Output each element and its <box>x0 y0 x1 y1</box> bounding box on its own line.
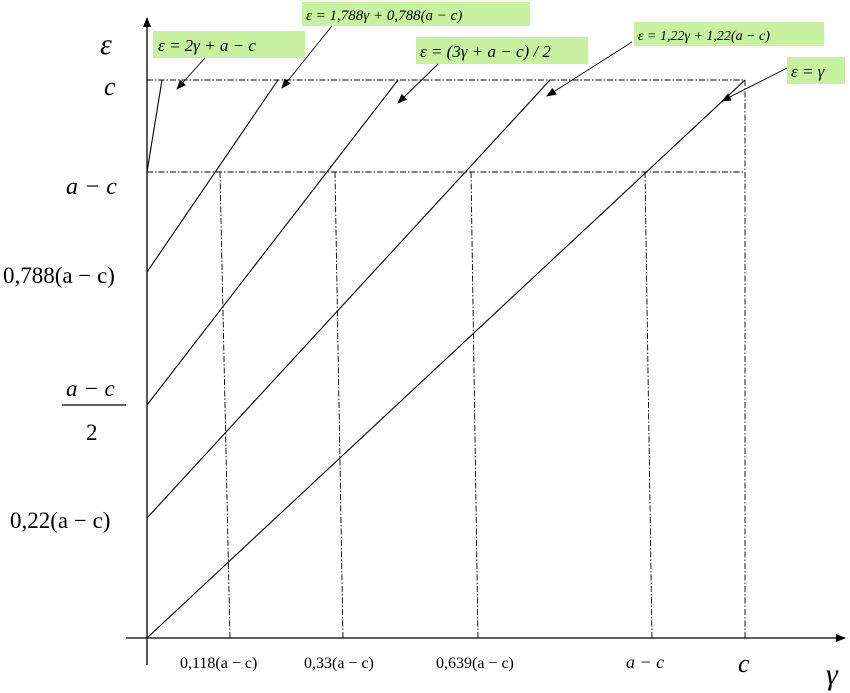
equation-label-eq4: ε = 1,22γ + 1,22(a − c) <box>634 22 824 46</box>
ref-vline-a-minus-c <box>645 172 652 638</box>
x-tick-0118: 0,118(a − c) <box>180 655 257 672</box>
pointer-eq5 <box>722 68 787 101</box>
y-tick-half: a − c 2 <box>62 376 126 445</box>
x-tick-c: c <box>738 649 750 678</box>
equation-label-eq5: ε = γ <box>787 57 845 84</box>
line-eq5 <box>147 80 745 638</box>
equation-text-eq1: ε = 2γ + a − c <box>158 36 256 55</box>
equation-text-eq2: ε = 1,788γ + 0,788(a − c) <box>306 8 462 24</box>
y-tick-half-denominator: 2 <box>86 420 98 445</box>
equation-label-eq2: ε = 1,788γ + 0,788(a − c) <box>302 2 530 26</box>
line-eq2 <box>147 80 278 272</box>
equation-label-eq3: ε = (3γ + a − c) / 2 <box>416 37 588 64</box>
pointer-eq1 <box>177 58 205 89</box>
line-eq4 <box>147 80 550 518</box>
x-tick-0639: 0,639(a − c) <box>436 655 514 672</box>
y-tick-022: 0,22(a − c) <box>10 508 110 533</box>
ref-vline-033 <box>335 172 343 638</box>
line-eq3 <box>147 80 398 405</box>
pointer-eq3 <box>398 64 438 103</box>
y-tick-0788: 0,788(a − c) <box>3 263 115 288</box>
equation-text-eq3: ε = (3γ + a − c) / 2 <box>420 42 551 61</box>
y-axis-label: ε <box>100 28 112 61</box>
x-tick-033: 0,33(a − c) <box>304 655 374 672</box>
x-tick-a-minus-c: a − c <box>626 652 664 672</box>
y-tick-half-numerator: a − c <box>66 376 115 401</box>
x-axis-label: γ <box>826 658 839 691</box>
equation-text-eq4: ε = 1,22γ + 1,22(a − c) <box>638 29 770 44</box>
equation-label-eq1: ε = 2γ + a − c <box>153 31 305 58</box>
line-eq1 <box>147 80 162 172</box>
ref-vline-0639 <box>471 172 478 638</box>
equation-text-eq5: ε = γ <box>791 62 826 81</box>
y-tick-a-minus-c: a − c <box>66 174 117 200</box>
y-tick-c: c <box>104 72 116 101</box>
